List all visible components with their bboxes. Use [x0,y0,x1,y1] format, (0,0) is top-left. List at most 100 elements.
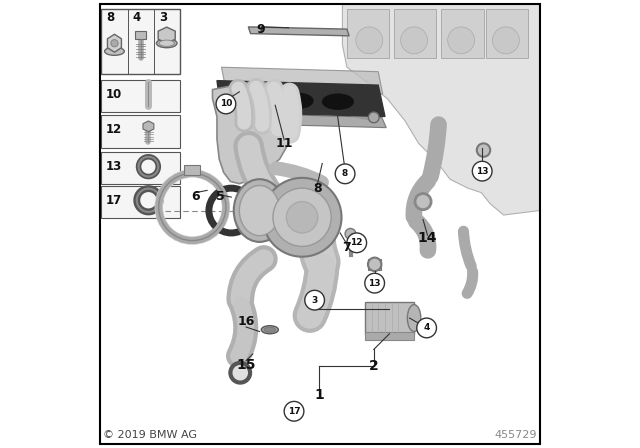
FancyArrowPatch shape [463,231,471,266]
Text: 4: 4 [424,323,430,332]
Ellipse shape [242,93,273,109]
Bar [441,9,484,58]
Text: 17: 17 [106,194,122,207]
Text: 9: 9 [257,22,265,36]
FancyArrowPatch shape [431,125,438,177]
Text: 1: 1 [314,388,324,402]
Polygon shape [262,187,309,246]
Ellipse shape [156,39,177,48]
Circle shape [273,188,332,246]
Bar [135,31,147,39]
Circle shape [448,27,475,54]
Polygon shape [342,4,540,215]
Circle shape [216,94,236,114]
FancyArrowPatch shape [238,89,244,123]
Text: 10: 10 [106,87,122,101]
FancyArrowPatch shape [316,213,321,262]
Circle shape [477,143,490,157]
FancyArrowPatch shape [276,168,322,182]
Ellipse shape [408,305,421,332]
Ellipse shape [282,93,314,109]
FancyArrowPatch shape [289,92,292,134]
Polygon shape [248,27,349,36]
Ellipse shape [104,47,124,56]
Circle shape [287,202,318,233]
Bar [101,152,180,185]
FancyArrowPatch shape [249,146,269,195]
FancyArrowPatch shape [249,146,269,195]
Ellipse shape [234,179,285,242]
Bar [101,9,180,74]
Text: 16: 16 [237,315,255,328]
Text: 17: 17 [288,407,300,416]
Polygon shape [221,67,383,94]
Text: 3: 3 [312,296,317,305]
FancyArrowPatch shape [310,267,322,315]
Circle shape [335,164,355,184]
FancyArrowPatch shape [238,89,244,123]
FancyArrowPatch shape [289,92,292,134]
Circle shape [230,363,250,383]
Circle shape [365,273,385,293]
FancyArrowPatch shape [239,305,246,356]
Bar [365,332,414,340]
Text: 13: 13 [369,279,381,288]
FancyArrowPatch shape [316,213,321,262]
Circle shape [401,27,428,54]
Text: 13: 13 [476,167,488,176]
FancyArrowPatch shape [414,181,428,217]
Circle shape [417,318,436,338]
Ellipse shape [261,326,278,334]
Bar [101,186,180,218]
Polygon shape [158,27,175,43]
Circle shape [472,161,492,181]
Bar [347,9,390,58]
Polygon shape [212,81,296,184]
Polygon shape [108,34,122,52]
Text: 3: 3 [159,10,167,24]
Circle shape [305,290,324,310]
Text: 8: 8 [342,169,348,178]
Circle shape [369,112,379,123]
Text: 4: 4 [133,10,141,24]
FancyArrowPatch shape [256,88,262,125]
Ellipse shape [159,40,174,47]
Circle shape [111,40,118,47]
Circle shape [415,194,431,210]
Text: 13: 13 [106,160,122,173]
Circle shape [284,401,304,421]
Text: 11: 11 [275,137,293,150]
Ellipse shape [239,185,280,236]
Text: 5: 5 [216,190,225,203]
FancyArrowPatch shape [342,109,371,116]
Text: 15: 15 [236,358,256,372]
Text: 14: 14 [418,231,437,246]
Text: 12: 12 [106,123,122,137]
FancyArrowPatch shape [256,88,262,125]
FancyArrowPatch shape [274,89,279,129]
Bar [101,116,180,148]
FancyArrowPatch shape [416,221,428,250]
Bar [369,259,381,270]
FancyArrowPatch shape [240,259,264,300]
Text: © 2019 BMW AG: © 2019 BMW AG [103,430,196,440]
Text: 12: 12 [351,238,363,247]
Bar [486,9,528,58]
Text: 10: 10 [220,99,232,108]
FancyArrowPatch shape [467,271,473,293]
Text: 7: 7 [342,241,351,254]
FancyArrowPatch shape [240,259,264,300]
Circle shape [347,233,367,253]
Circle shape [368,258,381,271]
Text: 8: 8 [107,10,115,24]
Text: 2: 2 [369,359,379,374]
Text: 6: 6 [191,190,200,203]
Bar [365,302,414,334]
Circle shape [356,27,383,54]
Ellipse shape [323,94,354,109]
Bar [101,80,180,112]
FancyArrowPatch shape [239,305,246,356]
Circle shape [262,178,342,257]
Text: 8: 8 [313,181,322,195]
Bar [394,9,436,58]
